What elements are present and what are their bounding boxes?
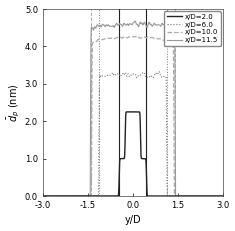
x/D=2.0 <box>51 195 54 198</box>
x/D=2.0 <box>129 110 132 113</box>
Line: x/D=11.5: x/D=11.5 <box>43 21 223 196</box>
Legend: x/D=2.0, x/D=6.0, x/D=10.0, x/D=11.5: x/D=2.0, x/D=6.0, x/D=10.0, x/D=11.5 <box>164 11 221 46</box>
x/D=11.5 <box>216 195 219 198</box>
x/D=10.0 <box>51 195 54 198</box>
Line: x/D=6.0: x/D=6.0 <box>43 71 223 196</box>
x/D=6.0 <box>221 195 224 198</box>
x/D=11.5 <box>51 195 54 198</box>
Line: x/D=10.0: x/D=10.0 <box>43 36 223 196</box>
x/D=6.0 <box>51 195 54 198</box>
x/D=10.0 <box>136 35 138 38</box>
x/D=6.0 <box>129 75 132 78</box>
x/D=10.0 <box>124 36 127 39</box>
x/D=2.0 <box>124 117 127 119</box>
x/D=6.0 <box>216 195 219 198</box>
x/D=10.0 <box>183 195 186 198</box>
X-axis label: y/D: y/D <box>125 216 141 225</box>
x/D=2.0 <box>221 195 224 198</box>
x/D=2.0 <box>125 110 128 113</box>
x/D=6.0 <box>124 71 127 74</box>
x/D=10.0 <box>221 195 224 198</box>
x/D=10.0 <box>216 195 219 198</box>
Y-axis label: $\bar{d}_p$ (nm): $\bar{d}_p$ (nm) <box>6 83 22 122</box>
x/D=10.0 <box>41 195 44 198</box>
x/D=2.0 <box>41 195 44 198</box>
x/D=11.5 <box>221 195 224 198</box>
x/D=6.0 <box>41 195 44 198</box>
x/D=2.0 <box>216 195 219 198</box>
x/D=11.5 <box>124 24 127 27</box>
x/D=11.5 <box>134 20 137 23</box>
x/D=10.0 <box>216 195 219 198</box>
x/D=10.0 <box>129 35 132 38</box>
x/D=11.5 <box>129 23 132 25</box>
x/D=2.0 <box>183 195 186 198</box>
Line: x/D=2.0: x/D=2.0 <box>43 112 223 196</box>
x/D=11.5 <box>216 195 219 198</box>
x/D=6.0 <box>216 195 219 198</box>
x/D=11.5 <box>183 195 186 198</box>
x/D=6.0 <box>158 70 161 73</box>
x/D=2.0 <box>216 195 219 198</box>
x/D=6.0 <box>183 195 186 198</box>
x/D=11.5 <box>41 195 44 198</box>
